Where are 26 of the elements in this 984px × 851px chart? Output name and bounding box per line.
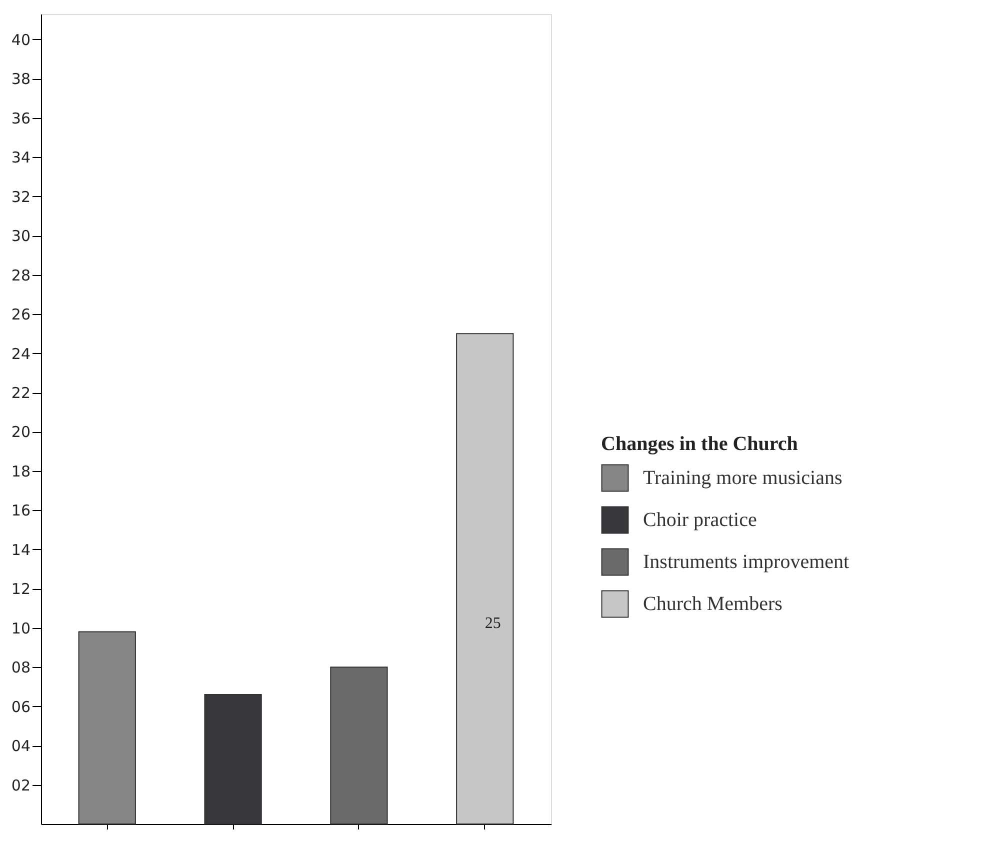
y-tick-label: 28 xyxy=(11,266,30,284)
y-tick-label: 20 xyxy=(11,423,30,442)
y-tick-label: 36 xyxy=(11,109,30,128)
y-tick-label: 18 xyxy=(11,462,30,480)
legend-label: Church Members xyxy=(643,593,783,615)
y-tick-label: 08 xyxy=(11,658,30,677)
y-tick-label: 34 xyxy=(11,148,30,167)
y-tick-label: 04 xyxy=(11,737,30,756)
legend-label: Choir practice xyxy=(643,509,757,531)
y-tick-label: 10 xyxy=(11,619,30,638)
y-tick-label: 40 xyxy=(11,30,30,49)
y-tick-label: 16 xyxy=(11,502,30,520)
data-label: 25 xyxy=(484,614,501,632)
y-tick-label: 38 xyxy=(11,70,30,88)
y-tick-label: 30 xyxy=(11,227,30,246)
y-tick-label: 12 xyxy=(11,580,30,598)
legend-title: Changes in the Church xyxy=(601,433,798,455)
legend-label: Training more musicians xyxy=(643,467,842,489)
y-tick-label: 26 xyxy=(11,306,30,324)
y-tick-label: 02 xyxy=(11,776,30,794)
y-tick-label: 32 xyxy=(11,188,30,206)
y-tick-label: 24 xyxy=(11,344,30,363)
legend-label: Instruments improvement xyxy=(643,551,850,573)
y-tick-label: 06 xyxy=(11,698,30,716)
y-tick-label: 14 xyxy=(11,540,30,559)
y-tick-label: 22 xyxy=(11,384,30,402)
